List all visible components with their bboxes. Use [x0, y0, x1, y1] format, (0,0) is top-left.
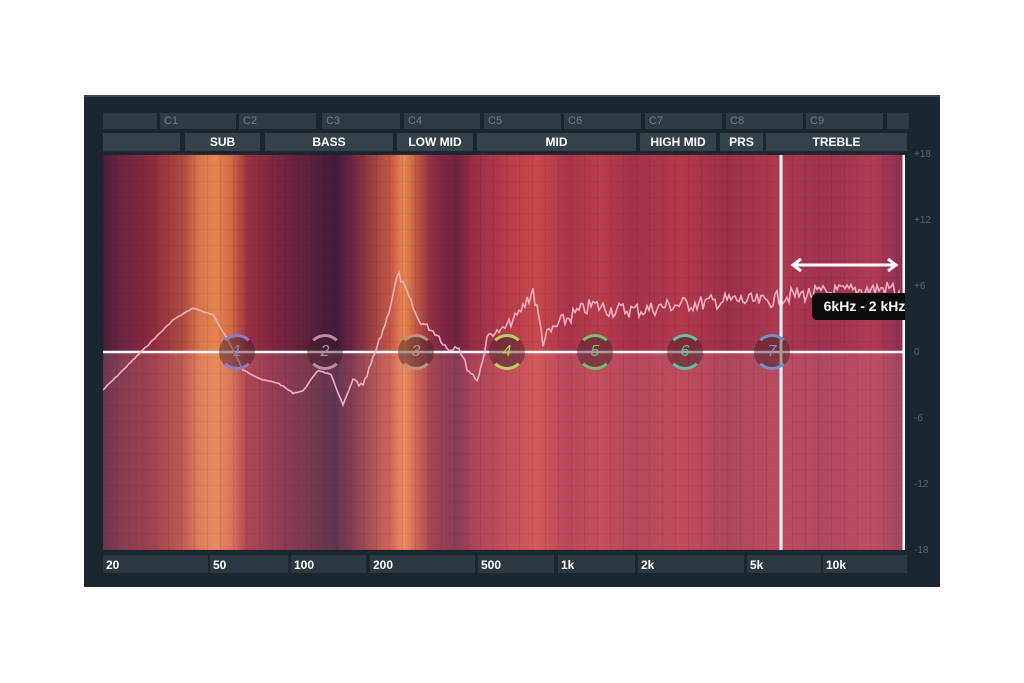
note-label: C4	[404, 113, 480, 129]
eq-band-node[interactable]: 6	[667, 334, 703, 370]
db-tick-label: -12	[914, 479, 929, 490]
db-tick-label: +12	[914, 215, 931, 226]
note-label: C6	[564, 113, 641, 129]
band-label: HIGH MID	[640, 133, 716, 151]
db-tick-label: -18	[914, 545, 929, 556]
eq-band-node[interactable]: 3	[398, 334, 434, 370]
note-label: C5	[484, 113, 561, 129]
note-label: C8	[726, 113, 803, 129]
frequency-label: 500	[478, 555, 554, 573]
eq-band-node[interactable]: 1	[219, 334, 255, 370]
note-label: C9	[806, 113, 883, 129]
frequency-label: 50	[210, 555, 288, 573]
below-zero-shade	[103, 352, 905, 550]
note-label	[103, 113, 157, 129]
band-label: TREBLE	[766, 133, 907, 151]
band-label: MID	[477, 133, 636, 151]
frequency-label: 1k	[558, 555, 635, 573]
frequency-label: 5k	[747, 555, 821, 573]
frequency-label: 20	[103, 555, 208, 573]
band-label: LOW MID	[397, 133, 473, 151]
note-label: C7	[645, 113, 722, 129]
db-tick-label: 0	[914, 347, 920, 358]
db-tick-label: -6	[914, 413, 923, 424]
note-label: C1	[160, 113, 236, 129]
range-annotation: 6kHz - 2 kHz	[812, 293, 905, 320]
band-label: PRS	[720, 133, 763, 151]
frequency-label: 2k	[638, 555, 744, 573]
band-label: SUB	[185, 133, 260, 151]
db-tick-label: +6	[914, 281, 926, 292]
eq-band-node[interactable]: 2	[307, 334, 343, 370]
frequency-label: 100	[291, 555, 366, 573]
note-label: C3	[322, 113, 400, 129]
range-arrow	[790, 257, 899, 273]
frequency-label: 200	[370, 555, 475, 573]
db-tick-label: +18	[914, 149, 931, 160]
eq-plugin-panel: C1 C2 C3 C4 C5 C6 C7 C8 C9 SUB BASS LOW MID MID HIGH…	[84, 95, 940, 587]
band-label: BASS	[265, 133, 393, 151]
spectrum-graph[interactable]: 1 2 3 4 5 6 7 6kHz - 2 kHz	[103, 155, 905, 550]
eq-band-node[interactable]: 7	[754, 334, 790, 370]
note-label: C2	[239, 113, 316, 129]
eq-band-node[interactable]: 5	[577, 334, 613, 370]
eq-band-node[interactable]: 4	[489, 334, 525, 370]
band-label	[103, 133, 180, 151]
note-label	[887, 113, 909, 129]
frequency-label: 10k	[823, 555, 907, 573]
